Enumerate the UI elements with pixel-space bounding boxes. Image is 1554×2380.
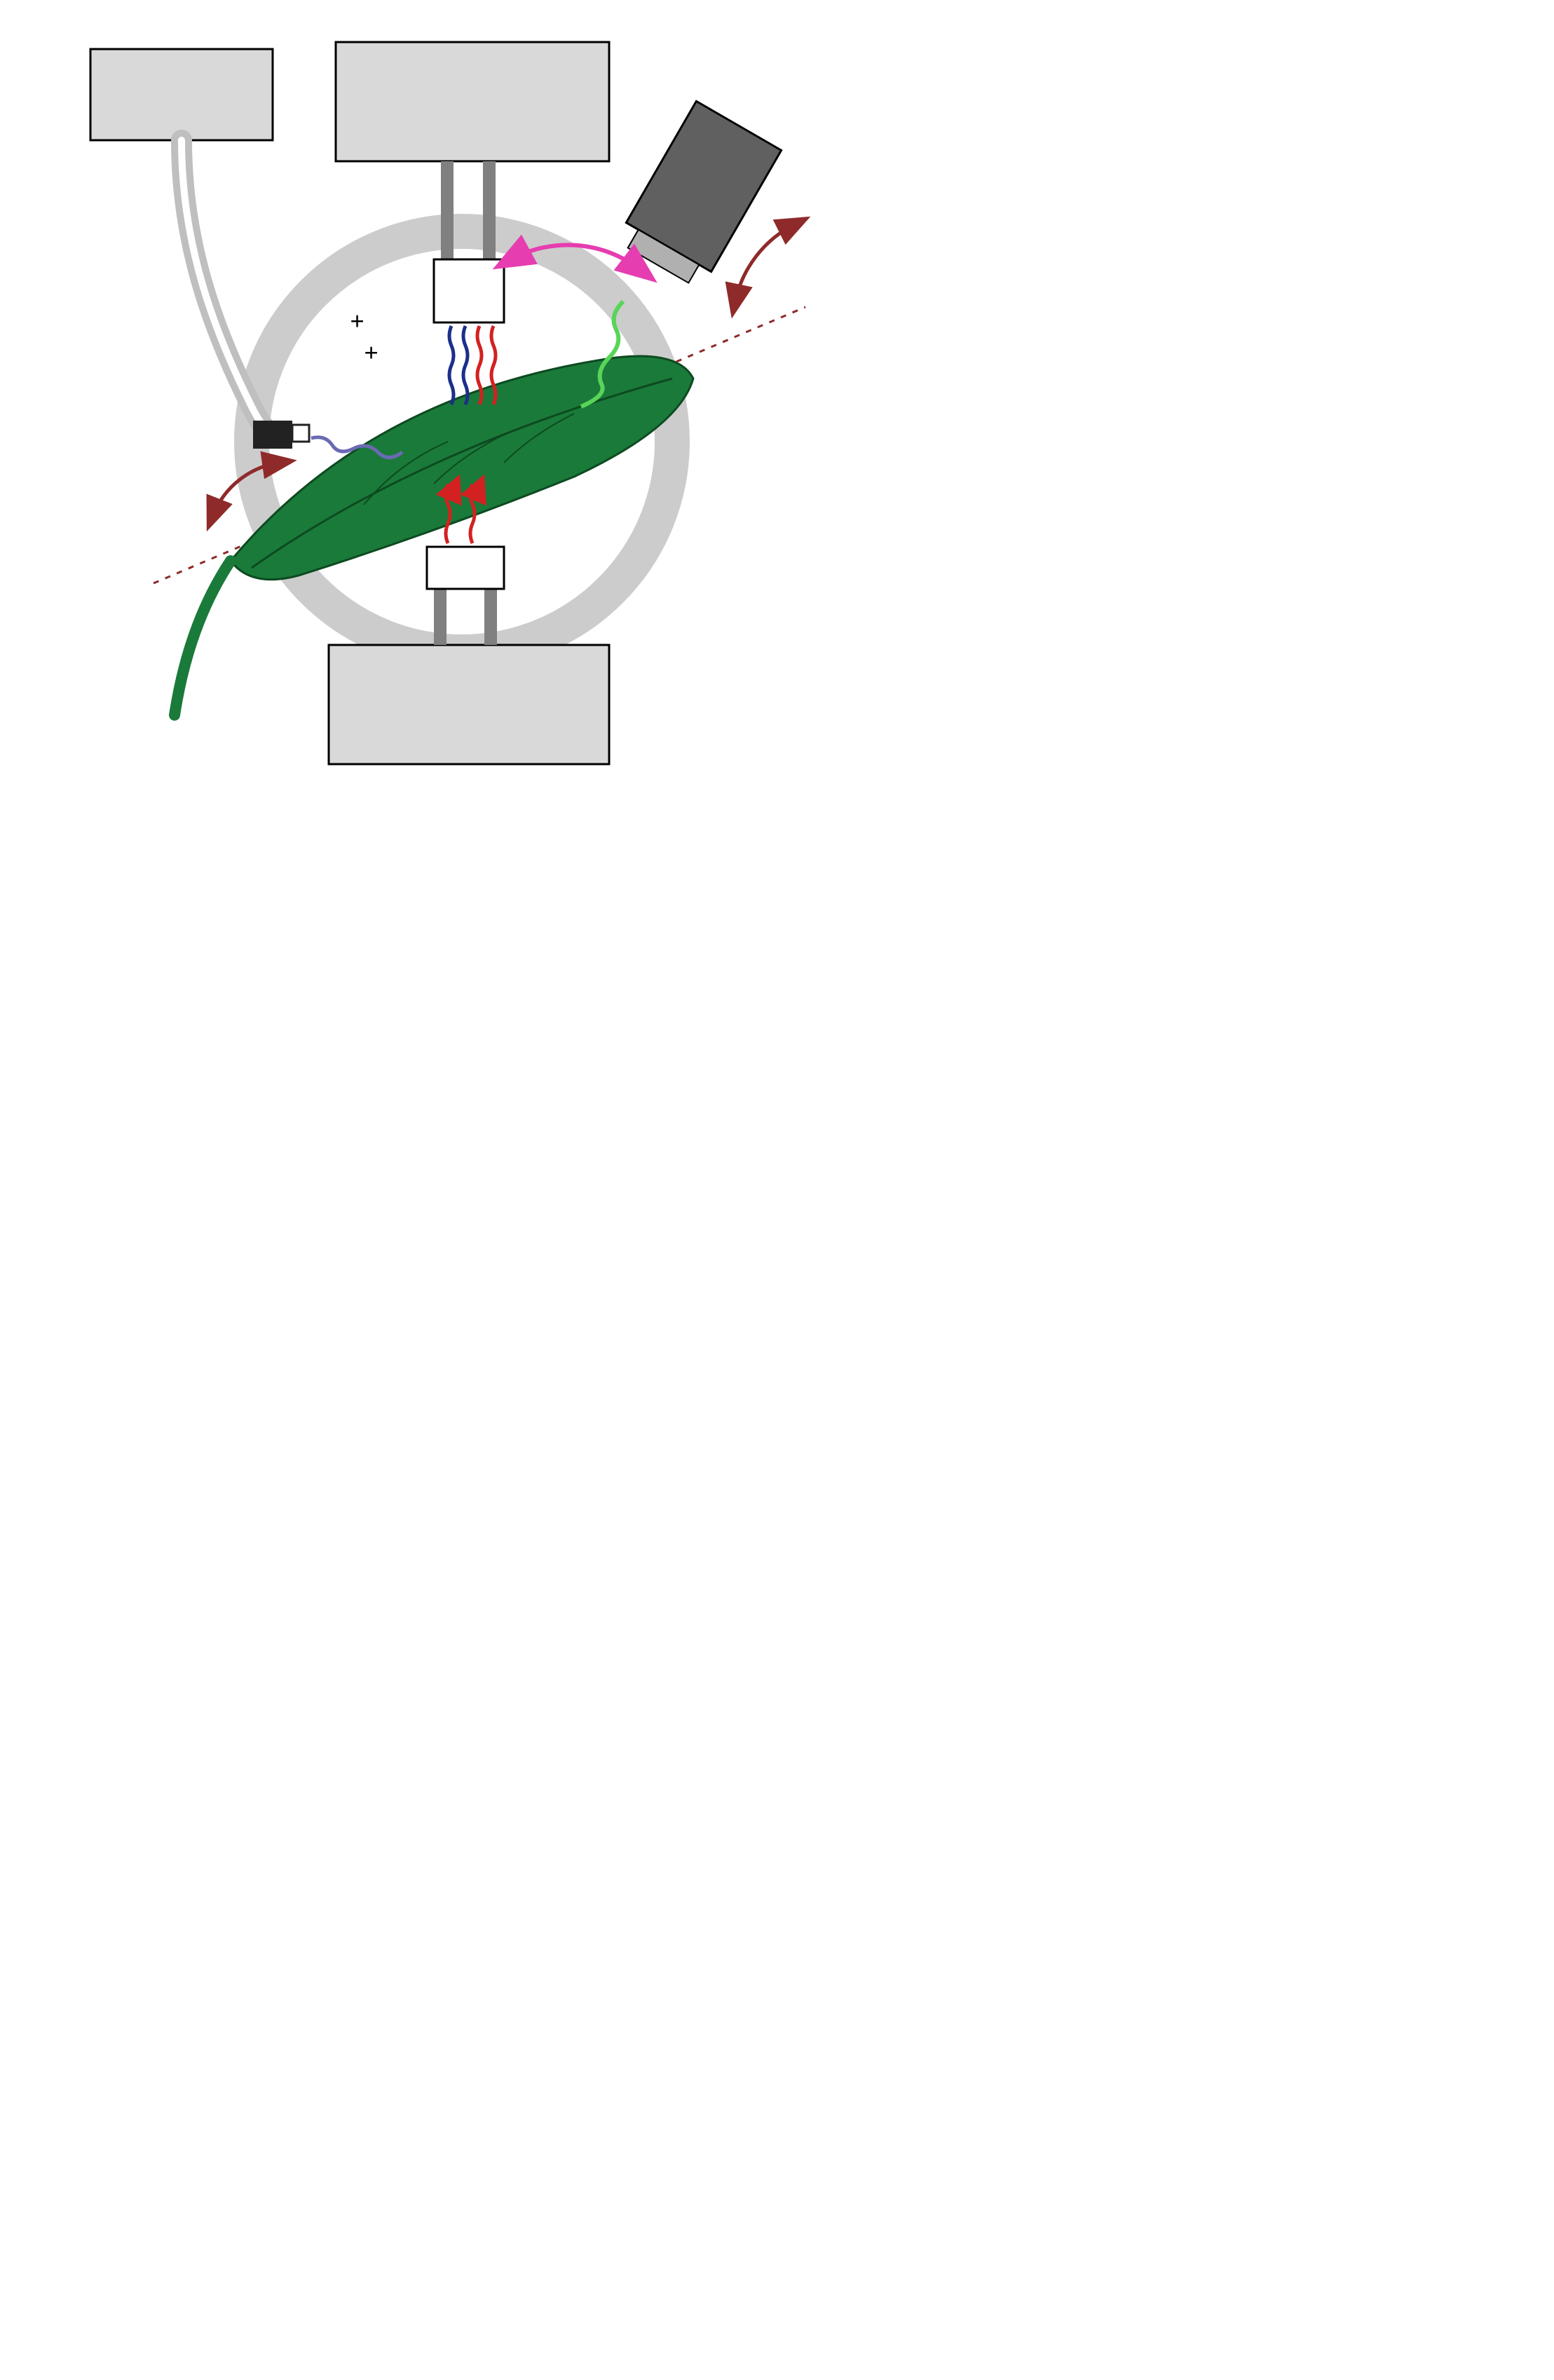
db-rod-left [441, 161, 454, 259]
panel-a-wrapper: + + [69, 28, 854, 778]
panel-b-wrapper [911, 196, 1485, 778]
panel-b-chart [911, 196, 1485, 771]
e-tip [427, 547, 504, 589]
center-ml-sp-al: + [350, 307, 364, 335]
db-rod-right [483, 161, 496, 259]
panel-a-diagram: + + [69, 28, 854, 771]
row-ab: + + [28, 28, 1526, 778]
fiber-tip [253, 421, 292, 449]
center-al: + [364, 339, 379, 367]
timeline-svg [59, 820, 1496, 1416]
db-tip [434, 259, 504, 322]
spectrometer-box [90, 49, 273, 140]
gyl-source-group [615, 101, 781, 290]
panel-c-wrapper [28, 820, 1526, 1416]
fiber-aperture [292, 425, 309, 442]
setup-diagram-svg: + + [69, 28, 854, 771]
e-rod-left [434, 589, 447, 645]
panel-c-chart [59, 820, 1496, 1416]
dual-db-box [336, 42, 609, 161]
dual-e-box [329, 645, 609, 764]
spectrum-svg [911, 196, 1485, 771]
e-rod-right [484, 589, 497, 645]
figure-page: + + [0, 0, 1554, 1493]
angle-arc-right [735, 224, 795, 301]
